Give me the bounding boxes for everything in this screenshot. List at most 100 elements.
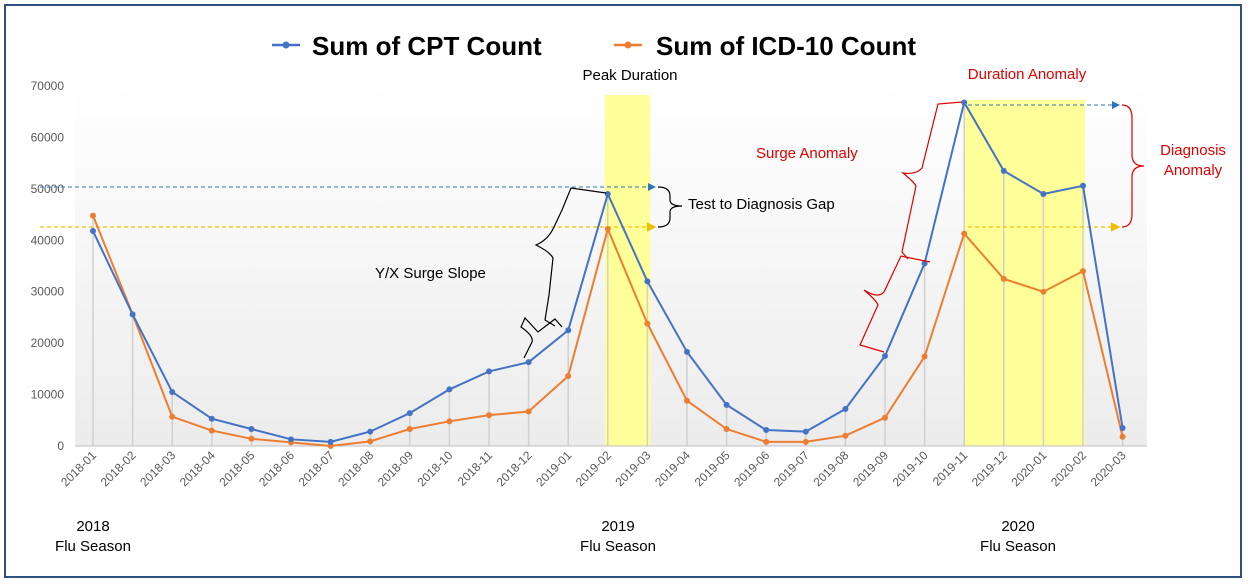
data-point	[921, 260, 928, 267]
data-point	[1000, 275, 1007, 282]
season-label-2018: 2018 Flu Season	[55, 518, 131, 555]
test-to-diagnosis-gap-label: Test to Diagnosis Gap	[688, 196, 835, 213]
x-tick-label: 2018-01	[58, 448, 99, 489]
data-point	[842, 405, 849, 412]
peak-duration-label: Peak Duration	[582, 67, 677, 84]
data-point	[446, 418, 453, 425]
data-point	[327, 443, 334, 449]
season-label-2020: 2020 Flu Season	[980, 518, 1056, 555]
legend-cpt-marker	[282, 41, 290, 49]
x-tick-label: 2019-06	[731, 448, 772, 489]
chart-frame	[4, 4, 1242, 578]
x-tick-label: 2018-02	[98, 448, 139, 489]
x-tick-label: 2018-05	[216, 448, 257, 489]
y-tick-label: 60000	[31, 130, 65, 144]
data-point	[1119, 425, 1126, 431]
x-tick-label: 2019-02	[573, 448, 614, 489]
x-tick-label: 2018-12	[494, 448, 535, 489]
x-tick-label: 2019-11	[930, 448, 971, 489]
data-point	[406, 410, 413, 417]
x-tick-label: 2020-01	[1008, 448, 1049, 489]
x-tick-label: 2018-04	[177, 448, 218, 489]
data-point	[723, 401, 730, 408]
surge-anomaly-brace-upper	[900, 101, 963, 260]
data-point	[406, 426, 413, 433]
data-point	[684, 348, 690, 355]
highlight-bands	[604, 95, 1085, 446]
x-tick-label: 2018-06	[256, 448, 297, 489]
data-point	[802, 438, 809, 445]
diagnosis-anomaly-label-line2: Anomaly	[1164, 162, 1223, 179]
x-tick-label: 2019-08	[810, 448, 851, 489]
x-tick-label: 2020-03	[1088, 448, 1129, 489]
data-point	[288, 436, 294, 443]
data-point	[763, 438, 770, 445]
x-tick-label: 2019-09	[850, 448, 891, 489]
data-point	[1119, 433, 1126, 440]
duration-anomaly-label: Duration Anomaly	[968, 66, 1087, 83]
diagnosis-anomaly-brace	[1121, 104, 1145, 228]
legend-cpt-label: Sum of CPT Count	[312, 31, 542, 61]
data-point	[208, 427, 215, 434]
y-tick-label: 40000	[31, 233, 65, 247]
data-point	[367, 428, 374, 435]
data-point	[604, 191, 611, 197]
data-point	[644, 320, 651, 327]
x-tick-label: 2018-09	[375, 448, 416, 489]
data-point	[961, 230, 968, 237]
data-point	[1080, 182, 1086, 189]
data-point	[248, 426, 255, 433]
data-point	[1040, 288, 1047, 295]
x-tick-label: 2019-10	[890, 448, 931, 489]
surge-anomaly-brace-lower	[859, 255, 931, 353]
data-point	[802, 428, 809, 435]
data-point	[565, 327, 572, 334]
x-tick-label: 2018-08	[335, 448, 376, 489]
diagnosis-anomaly-label-line1: Diagnosis	[1160, 142, 1226, 159]
series-group	[90, 99, 1126, 449]
data-point	[169, 389, 176, 395]
x-tick-label: 2018-10	[414, 448, 455, 489]
season-2020-label: Flu Season	[980, 538, 1056, 555]
data-point	[486, 368, 492, 375]
y-tick-label: 20000	[31, 336, 65, 350]
surge-anomaly-label: Surge Anomaly	[756, 145, 858, 162]
season-2020-year: 2020	[1001, 518, 1034, 535]
legend: Sum of CPT Count Sum of ICD-10 Count	[272, 31, 916, 61]
x-tick-label: 2020-02	[1048, 448, 1089, 489]
data-point	[90, 212, 96, 219]
data-point	[486, 412, 492, 419]
season-2019-year: 2019	[601, 518, 634, 535]
surge-slope-label: Y/X Surge Slope	[375, 265, 486, 282]
x-tick-label: 2018-03	[137, 448, 178, 489]
surge-slope-brace-large	[534, 187, 607, 327]
season-2019-label: Flu Season	[580, 538, 656, 555]
data-point	[961, 99, 968, 106]
data-point	[1080, 268, 1086, 275]
data-point	[327, 438, 334, 445]
y-axis-ticks: 0 10000 20000 30000 40000 50000 60000 70000	[31, 79, 65, 453]
data-point	[604, 225, 611, 232]
y-tick-label: 70000	[31, 79, 65, 93]
x-tick-label: 2019-04	[652, 448, 693, 489]
data-point	[1000, 167, 1007, 174]
x-tick-label: 2019-03	[612, 448, 653, 489]
y-tick-label: 10000	[31, 388, 65, 402]
legend-icd10-marker	[624, 41, 632, 49]
test-to-diagnosis-gap-brace	[657, 186, 683, 228]
legend-item-cpt: Sum of CPT Count	[272, 31, 542, 61]
data-point	[882, 414, 888, 421]
x-tick-label: 2019-01	[533, 448, 574, 489]
legend-item-icd10: Sum of ICD-10 Count	[614, 31, 916, 61]
peak-duration-band	[604, 95, 651, 446]
x-tick-label: 2018-11	[455, 448, 496, 489]
data-point	[90, 228, 96, 235]
x-axis-ticks: 2018-012018-022018-032018-042018-052018-…	[58, 448, 1129, 489]
data-point	[684, 397, 690, 404]
data-point	[842, 432, 849, 439]
x-tick-label: 2018-07	[296, 448, 337, 489]
season-2018-year: 2018	[76, 518, 109, 535]
data-point	[129, 311, 136, 318]
data-point	[921, 353, 928, 360]
